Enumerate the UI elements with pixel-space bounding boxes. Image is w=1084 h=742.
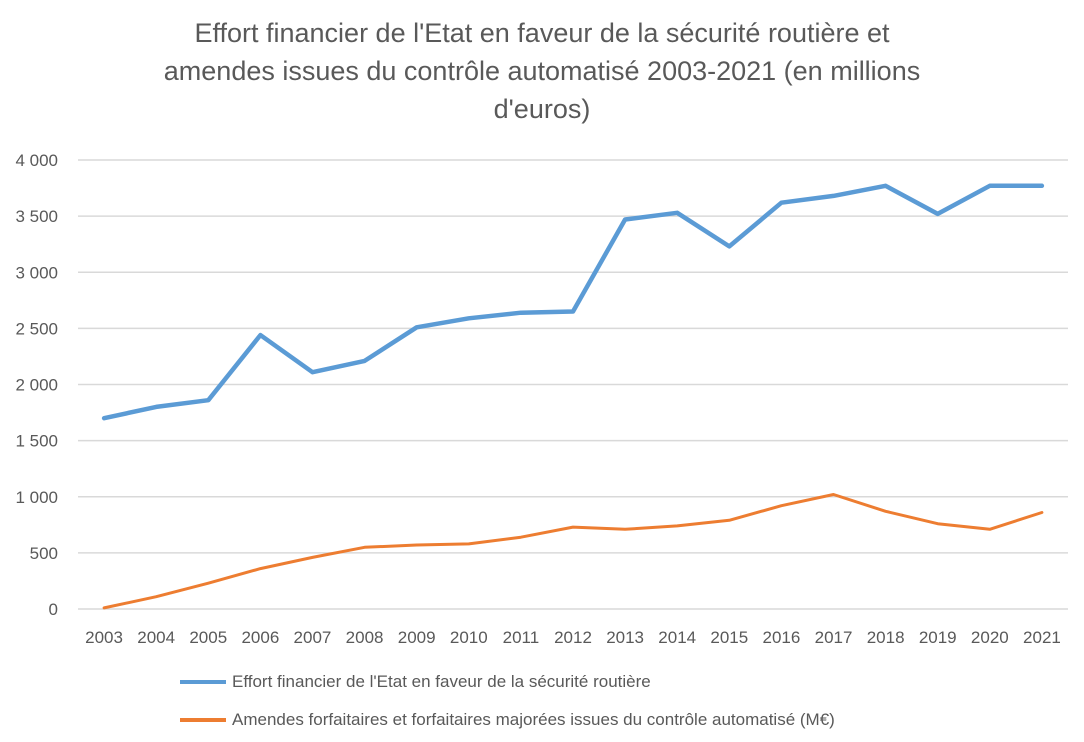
x-tick-label: 2005 <box>189 628 227 647</box>
x-tick-label: 2017 <box>815 628 853 647</box>
x-tick-label: 2003 <box>85 628 123 647</box>
y-tick-label: 0 <box>49 600 58 619</box>
series-line-1 <box>101 183 1045 421</box>
chart-title-line-1: Effort financier de l'Etat en faveur de … <box>194 18 890 48</box>
legend-label-series-1: Effort financier de l'Etat en faveur de … <box>232 672 651 691</box>
y-tick-label: 500 <box>30 544 58 563</box>
x-tick-label: 2015 <box>710 628 748 647</box>
legend-label-series-2: Amendes forfaitaires et forfaitaires maj… <box>232 710 835 729</box>
gridlines <box>78 159 1068 610</box>
x-tick-label: 2010 <box>450 628 488 647</box>
legend-swatch-series-1 <box>180 680 226 684</box>
x-tick-label: 2009 <box>398 628 436 647</box>
x-tick-label: 2006 <box>241 628 279 647</box>
x-tick-label: 2019 <box>919 628 957 647</box>
x-tick-label: 2014 <box>658 628 696 647</box>
legend-swatch-series-2 <box>180 718 226 722</box>
chart-title-line-3: d'euros) <box>493 94 591 124</box>
y-tick-label: 4 000 <box>15 151 58 170</box>
y-tick-label: 1 500 <box>15 432 58 451</box>
x-tick-label: 2013 <box>606 628 644 647</box>
series-lines <box>101 183 1045 610</box>
chart-title-line-2: amendes issues du contrôle automatisé 20… <box>163 56 921 86</box>
x-tick-label: 2011 <box>503 628 540 647</box>
legend-item-series-2: Amendes forfaitaires et forfaitaires maj… <box>180 708 835 732</box>
x-axis-ticks: 2003 2004 2005 2006 2007 2008 2009 2010 2011 2012… <box>85 628 1061 647</box>
series-line-2 <box>102 493 1044 610</box>
x-tick-label: 2007 <box>294 628 332 647</box>
x-tick-label: 2020 <box>971 628 1009 647</box>
y-tick-label: 3 000 <box>15 263 58 282</box>
y-axis-ticks: 0 500 1 000 1 500 2 000 2 500 3 000 3 500 4 000 <box>15 151 58 619</box>
x-tick-label: 2018 <box>867 628 905 647</box>
y-tick-label: 2 500 <box>15 319 58 338</box>
y-tick-label: 2 000 <box>15 376 58 395</box>
x-tick-label: 2016 <box>763 628 801 647</box>
legend-item-series-1: Effort financier de l'Etat en faveur de … <box>180 670 651 694</box>
x-tick-label: 2004 <box>137 628 175 647</box>
y-tick-label: 3 500 <box>15 207 58 226</box>
x-tick-label: 2012 <box>554 628 592 647</box>
x-tick-label: 2008 <box>346 628 384 647</box>
chart-title: Effort financier de l'Etat en faveur de … <box>0 14 1084 128</box>
x-tick-label: 2021 <box>1023 628 1061 647</box>
y-tick-label: 1 000 <box>15 488 58 507</box>
